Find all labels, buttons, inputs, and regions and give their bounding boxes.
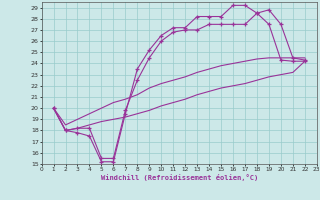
X-axis label: Windchill (Refroidissement éolien,°C): Windchill (Refroidissement éolien,°C) [100,174,258,181]
